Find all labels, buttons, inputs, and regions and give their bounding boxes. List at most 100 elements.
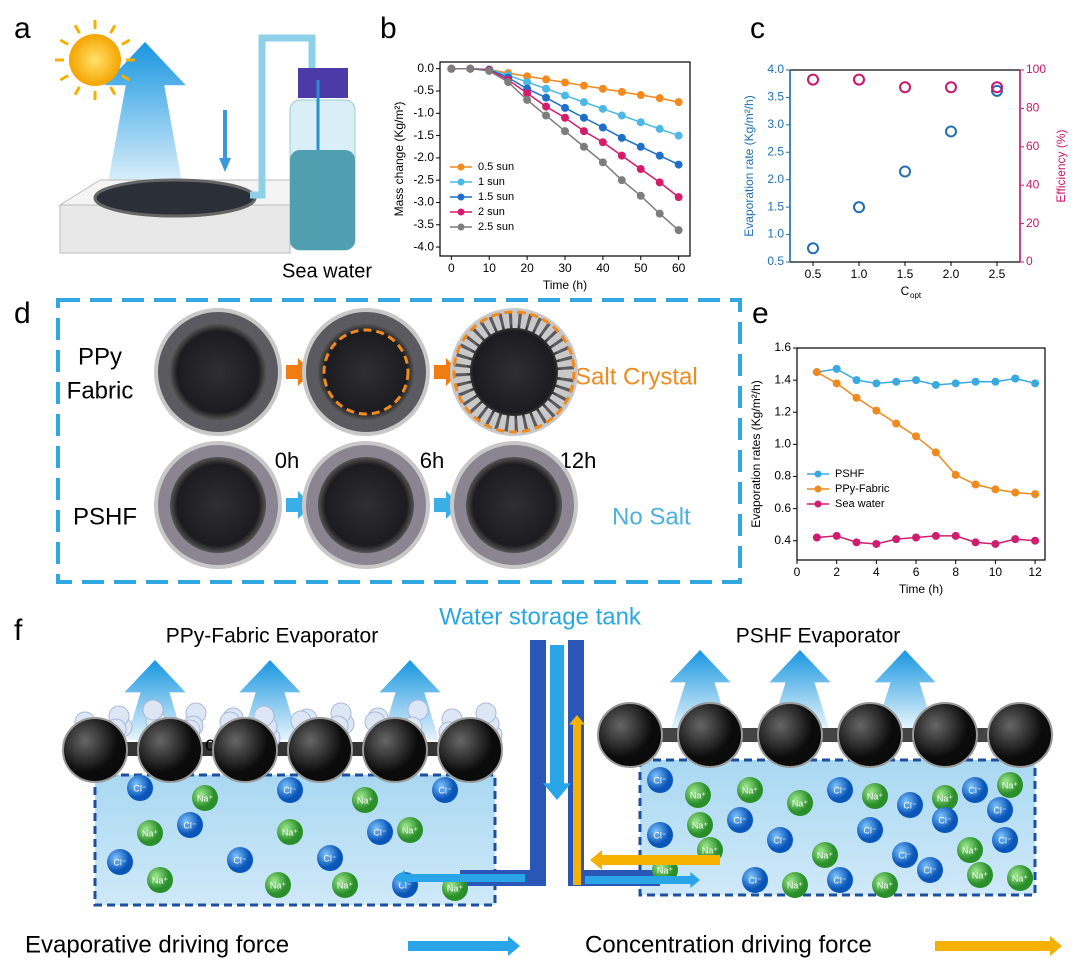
data-point xyxy=(1032,537,1039,544)
x-axis-label: C xyxy=(901,284,910,298)
data-point xyxy=(833,532,840,539)
x-tick-label: 2.0 xyxy=(943,267,960,281)
ion-label: Na⁺ xyxy=(690,790,707,800)
ion-label: Na⁺ xyxy=(270,880,287,890)
x-tick-label: 50 xyxy=(634,261,648,275)
ion-label: Cl⁻ xyxy=(183,820,196,830)
y-axis-label: Evaporation rates (Kg/m²/h) xyxy=(749,380,763,527)
fiber xyxy=(63,718,127,782)
data-point xyxy=(1032,491,1039,498)
data-point xyxy=(618,112,625,119)
data-point xyxy=(808,243,818,253)
x-tick-label: 2.5 xyxy=(989,267,1006,281)
panel-label: f xyxy=(14,614,23,647)
sun-ray xyxy=(111,25,116,33)
x-tick-label: 10 xyxy=(483,261,497,275)
fiber xyxy=(363,718,427,782)
x-axis-label: Time (h) xyxy=(543,278,587,292)
ion-label: Na⁺ xyxy=(742,785,759,795)
data-point xyxy=(524,96,531,103)
y2-tick-label: 40 xyxy=(1026,177,1040,191)
legend-label: PPy-Fabric xyxy=(835,483,890,495)
figure: Sea water PPy Fabric PSHF 0h 6h 12h Salt… xyxy=(0,0,1091,968)
y-tick-label: 1.2 xyxy=(774,404,791,418)
data-point xyxy=(675,227,682,234)
fiber xyxy=(288,718,352,782)
data-point xyxy=(932,449,939,456)
ion-label: Cl⁻ xyxy=(233,855,246,865)
sun-ray xyxy=(60,76,68,81)
ion-label: Na⁺ xyxy=(447,883,464,893)
fiber xyxy=(838,703,902,767)
data-point xyxy=(580,82,587,89)
ion-label: Cl⁻ xyxy=(113,857,126,867)
data-point xyxy=(675,194,682,201)
data-point xyxy=(618,177,625,184)
legend-marker xyxy=(458,164,465,171)
ion-label: Na⁺ xyxy=(937,793,954,803)
legend-label: 0.5 sun xyxy=(478,161,514,173)
salt-crystal-label: Salt Crystal xyxy=(575,363,698,390)
data-point xyxy=(675,132,682,139)
fiber xyxy=(758,703,822,767)
legend-label: 1 sun xyxy=(478,176,505,188)
y-tick-label: 0.0 xyxy=(417,61,434,75)
fiber xyxy=(988,703,1052,767)
data-point xyxy=(580,114,587,121)
data-point xyxy=(900,166,910,176)
ion-label: Na⁺ xyxy=(357,795,374,805)
data-point xyxy=(972,481,979,488)
ion-label: Na⁺ xyxy=(1002,780,1019,790)
x-axis-label-subscript: opt xyxy=(910,291,922,300)
y-tick-label: 1.5 xyxy=(767,199,784,213)
x-tick-label: 60 xyxy=(672,261,686,275)
legend-marker xyxy=(458,224,465,231)
y-tick-label: 3.0 xyxy=(767,117,784,131)
ion-label: Cl⁻ xyxy=(968,785,981,795)
row-label: PPy xyxy=(78,343,122,370)
x-tick-label: 12 xyxy=(1028,565,1042,579)
data-point xyxy=(618,88,625,95)
ion-label: Na⁺ xyxy=(657,865,674,875)
ion-label: Na⁺ xyxy=(867,791,884,801)
ion-label: Cl⁻ xyxy=(898,850,911,860)
data-point xyxy=(854,75,864,85)
y-tick-label: -0.5 xyxy=(413,83,434,97)
data-point xyxy=(562,92,569,99)
y-tick-label: 1.0 xyxy=(767,227,784,241)
ion-label: Na⁺ xyxy=(197,793,214,803)
x-tick-label: 2 xyxy=(833,565,840,579)
y-tick-label: 0.6 xyxy=(774,501,791,515)
legend-label: PSHF xyxy=(835,468,865,480)
data-line xyxy=(817,536,1035,544)
sun-ray xyxy=(75,87,80,95)
data-point xyxy=(562,114,569,121)
legend-marker xyxy=(815,471,822,478)
fiber xyxy=(678,703,742,767)
data-point xyxy=(913,534,920,541)
ion-label: Cl⁻ xyxy=(438,785,451,795)
no-salt-label: No Salt xyxy=(612,503,691,530)
y-tick-label: 1.0 xyxy=(774,437,791,451)
tank-title: Water storage tank xyxy=(439,603,642,630)
bottle-water xyxy=(290,150,355,250)
data-point xyxy=(952,532,959,539)
y-tick-label: -2.5 xyxy=(413,172,434,186)
data-point xyxy=(599,124,606,131)
data-point xyxy=(893,420,900,427)
data-point xyxy=(599,85,606,92)
data-point xyxy=(599,139,606,146)
ion-label: Cl⁻ xyxy=(283,785,296,795)
data-point xyxy=(467,65,474,72)
data-point xyxy=(813,534,820,541)
x-axis-label: Time (h) xyxy=(899,582,943,596)
ion-label: Cl⁻ xyxy=(373,827,386,837)
legend-label: 2 sun xyxy=(478,206,505,218)
fiber xyxy=(213,718,277,782)
panel-label: e xyxy=(752,297,769,330)
y-tick-label: 4.0 xyxy=(767,62,784,76)
data-point xyxy=(992,486,999,493)
legend-marker xyxy=(458,209,465,216)
data-point xyxy=(599,105,606,112)
data-point xyxy=(656,210,663,217)
